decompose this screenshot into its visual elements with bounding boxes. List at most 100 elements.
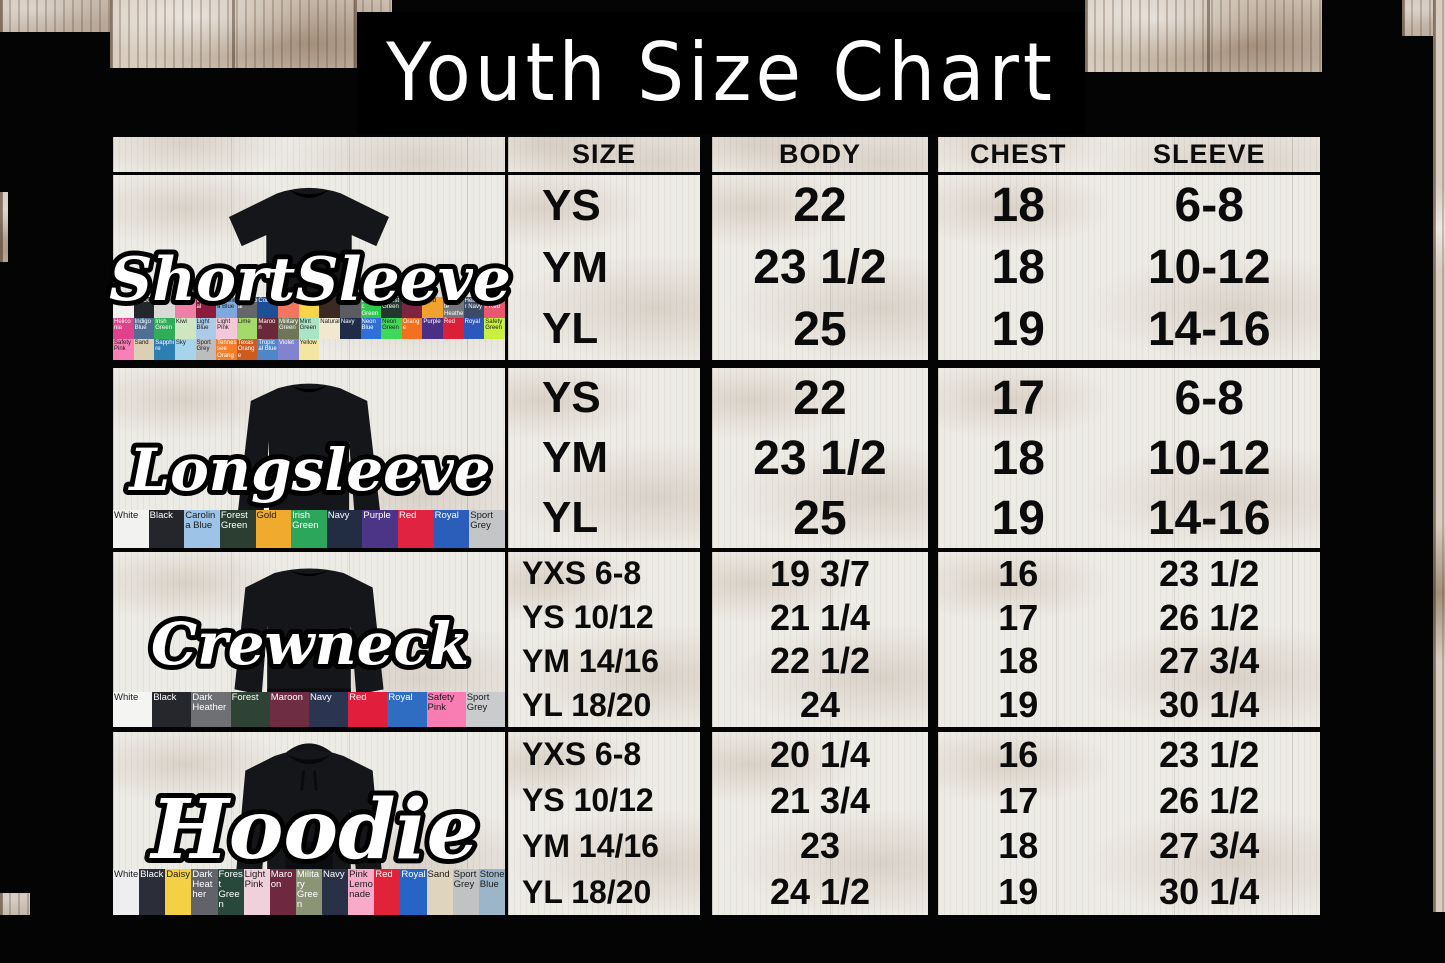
garment-photo-pullover-hoodie	[209, 734, 409, 889]
size-column-crewneck: YXS 6-8 YS 10/12 YM 14/16 YL 18/20	[508, 552, 700, 727]
header-body: BODY	[712, 137, 928, 172]
body-measurement: 23	[799, 825, 841, 867]
size-rows: YXS 6-8 YS 10/12 YM 14/16 YL 18/20	[508, 732, 700, 915]
color-swatch-label: Forest	[231, 692, 259, 703]
color-swatch-white: White	[113, 869, 140, 915]
color-swatch-label: Black	[149, 510, 173, 521]
color-swatch-label: Sport Grey	[453, 869, 477, 890]
color-swatch-label: Safety Pink	[427, 692, 455, 713]
color-swatch-label: Royal	[434, 510, 459, 521]
header-photo-spacer	[113, 137, 505, 172]
color-swatch-carolina-blue: Carolina Blue	[184, 510, 220, 548]
color-swatch-label: Red	[349, 692, 367, 703]
color-swatch-light-pink: Light Pink	[216, 318, 237, 339]
color-swatch-tennessee-orange: Tennessee Orange	[216, 339, 237, 360]
chest-sleeve-column-hoodie: 16 23 1/2 17 26 1/2 18 27 3/4 19 30 1/4	[938, 732, 1320, 915]
color-swatch-sky: Sky	[174, 339, 196, 360]
wood-texture-top-left	[0, 0, 110, 32]
color-swatch-strip-crewneck: White Black Dark Heather Forest Maroon Navy Re…	[113, 692, 505, 727]
color-swatch-navy: Navy	[326, 510, 363, 548]
body-measurement: 20 1/4	[769, 733, 871, 775]
header-chest-sleeve: CHEST SLEEVE	[938, 137, 1320, 172]
color-swatch-label: Carolina Blue	[217, 298, 237, 311]
color-swatch-purple: Purple	[422, 318, 443, 339]
body-measurement: 25	[793, 302, 847, 356]
wood-texture-left-sliver	[0, 192, 8, 262]
size-value: YS 10/12	[522, 782, 654, 819]
color-swatch-label: Sport Grey	[470, 510, 493, 531]
body-column-crewneck: 19 3/7 21 1/4 22 1/2 24	[712, 552, 928, 727]
header-chest-label: CHEST	[969, 139, 1067, 169]
sleeve-measurement: 14-16	[1147, 302, 1271, 356]
color-swatch-cardinal: Cardinal	[195, 297, 217, 318]
chest-sleeve-values: 17 6-8	[938, 371, 1320, 426]
color-swatch-label: Maroon	[270, 692, 303, 703]
color-swatch-label: Azalea	[175, 298, 195, 304]
chest-sleeve-column-crewneck: 16 23 1/2 17 26 1/2 18 27 3/4 19 30 1/4	[938, 552, 1320, 727]
garment-photo-short-sleeve-tee	[209, 177, 409, 317]
color-swatch-azalea: Azalea	[174, 297, 196, 318]
color-swatch-dark-heather: Dark Heather	[191, 692, 231, 727]
color-swatch-label: Gold	[256, 510, 277, 521]
body-measurement: 22 1/2	[769, 640, 871, 682]
color-swatch-pink-lemonade: Pink Lemonade	[348, 869, 375, 915]
sleeve-measurement: 27 3/4	[1159, 825, 1260, 867]
chest-sleeve-values: 19 30 1/4	[938, 871, 1320, 913]
color-swatch-gold: Gold	[422, 297, 443, 318]
color-swatch-label: Military Green	[296, 869, 320, 910]
color-swatch-label: Gold	[423, 298, 437, 304]
color-swatch-label: Forest Green	[218, 869, 243, 910]
color-swatch-label: Navy	[323, 869, 345, 880]
color-swatch-irish-green: Irish Green	[291, 510, 327, 548]
chest-sleeve-row: 19 30 1/4	[938, 869, 1320, 915]
size-value: YM 14/16	[522, 642, 659, 679]
chest-sleeve-values: 16 23 1/2	[938, 734, 1320, 776]
color-swatch-label: Red	[375, 869, 393, 880]
chest-sleeve-row: 18 27 3/4	[938, 824, 1320, 870]
color-swatch-label: Cardinal	[196, 298, 215, 311]
size-column-hoodie: YXS 6-8 YS 10/12 YM 14/16 YL 18/20	[508, 732, 700, 915]
color-swatch-strip-longsleeve: White Black Carolina Blue Forest Green Gold I…	[113, 510, 505, 548]
color-swatch-label: White	[114, 692, 139, 703]
color-swatch-label: Kiwi	[175, 319, 187, 325]
size-value: YXS 6-8	[522, 555, 642, 592]
color-swatch-label: Safety Pink	[114, 340, 132, 353]
size-value: YXS 6-8	[522, 736, 642, 773]
size-value: YL	[542, 493, 599, 542]
size-value: YS	[542, 373, 601, 422]
body-measurement: 21 3/4	[769, 779, 871, 821]
color-swatch-label: Light Blue	[196, 319, 210, 332]
sleeve-measurement: 26 1/2	[1159, 779, 1260, 821]
color-swatch-ash: Ash	[154, 297, 175, 318]
color-swatch-strip-hoodie: White Black Daisy Dark Heather Forest Green L…	[113, 869, 505, 915]
color-swatch-unlabeled	[339, 297, 361, 318]
chest-sleeve-row: 18 6-8	[938, 175, 1320, 237]
color-swatch-label: Daisy	[166, 869, 191, 880]
color-swatch-royal: Royal	[400, 869, 427, 915]
color-swatch-label: Forest Green	[220, 510, 248, 531]
color-swatch-light-pink: Light Pink	[243, 869, 270, 915]
color-swatch-military-green: Military Green	[295, 869, 322, 915]
body-rows: 22 23 1/2 25	[712, 175, 928, 360]
color-swatch-royal: Royal	[387, 692, 427, 727]
chest-sleeve-row: 18 27 3/4	[938, 640, 1320, 684]
swatch-row: White Black Dark Heather Forest Maroon Navy Re…	[113, 692, 505, 727]
color-swatch-light-blue: Light Blue	[195, 318, 217, 339]
sleeve-measurement: 10-12	[1147, 431, 1271, 485]
color-swatch-label: Lime	[237, 319, 251, 325]
color-swatch-label: Pink Lemonade	[349, 869, 373, 900]
color-swatch-yellow: Yellow	[298, 339, 320, 360]
color-swatch-sport-grey: Sport Grey	[452, 869, 479, 915]
chest-sleeve-values: 18 6-8	[938, 178, 1320, 233]
color-swatch-navy: Navy	[322, 869, 349, 915]
color-swatch-navy: Navy	[308, 692, 349, 727]
color-swatch-label: Safety Green	[485, 319, 503, 332]
color-swatch-label: Natural	[320, 319, 340, 325]
photo-panel-hoodie: White Black Daisy Dark Heather Forest Green L…	[113, 732, 505, 915]
photo-panel-crewneck: White Black Dark Heather Forest Maroon Navy Re…	[113, 552, 505, 727]
color-swatch-label: Tennessee Orange	[217, 340, 237, 360]
chest-sleeve-row: 18 10-12	[938, 428, 1320, 488]
color-swatch-indigo-blue: Indigo Blue	[133, 318, 155, 339]
chest-measurement: 19	[998, 871, 1039, 913]
chest-sleeve-row: 18 10-12	[938, 237, 1320, 299]
